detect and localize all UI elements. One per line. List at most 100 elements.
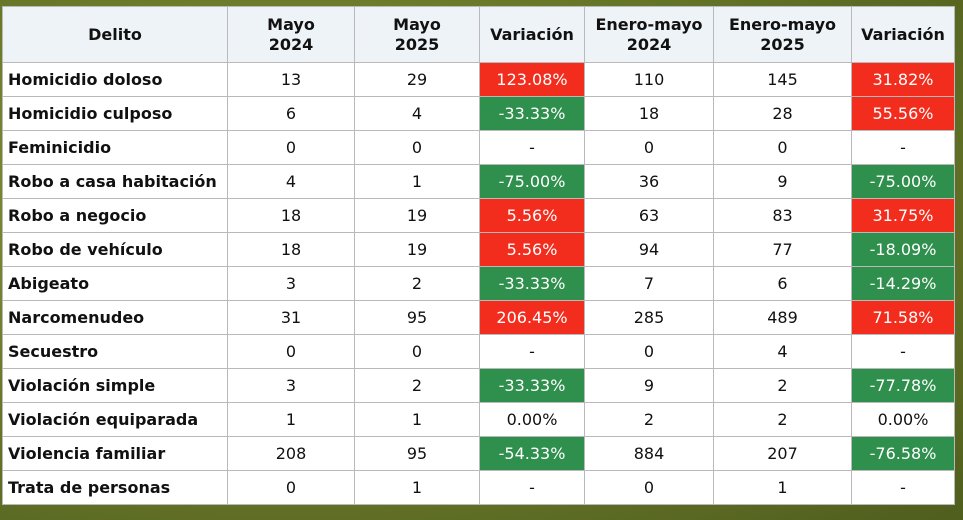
cell-delito: Homicidio doloso — [2, 62, 228, 97]
cell-enero-mayo-2025: 0 — [713, 130, 852, 165]
header-line: Mayo — [393, 14, 441, 34]
header-line: 2024 — [626, 34, 672, 54]
cell-enero-mayo-2024: 36 — [584, 164, 714, 199]
table-row: Robo a negocio 18 19 5.56% 63 83 31.75% — [2, 198, 955, 233]
header-enero-mayo-2024: Enero-mayo 2024 — [584, 6, 714, 63]
cell-mayo-2025: 2 — [354, 266, 480, 301]
cell-mayo-2025: 95 — [354, 300, 480, 335]
cell-variacion-enero-mayo: -76.58% — [851, 436, 955, 471]
table-body: Homicidio doloso 13 29 123.08% 110 145 31.82% H… — [2, 62, 955, 505]
cell-mayo-2025: 1 — [354, 402, 480, 437]
header-line: 2025 — [760, 34, 805, 54]
header-line: 2024 — [268, 34, 314, 54]
header-delito: Delito — [2, 6, 228, 63]
cell-variacion-mayo: - — [479, 470, 585, 505]
cell-enero-mayo-2024: 884 — [584, 436, 714, 471]
cell-mayo-2024: 3 — [227, 368, 355, 403]
cell-delito: Trata de personas — [2, 470, 228, 505]
cell-mayo-2024: 6 — [227, 96, 355, 131]
cell-enero-mayo-2025: 1 — [713, 470, 852, 505]
header-line: Mayo — [267, 14, 315, 34]
table-row: Homicidio doloso 13 29 123.08% 110 145 31.82% — [2, 62, 955, 97]
cell-variacion-mayo: 5.56% — [479, 232, 585, 267]
cell-mayo-2025: 4 — [354, 96, 480, 131]
table-row: Secuestro 0 0-0 4- — [2, 334, 955, 369]
cell-mayo-2024: 31 — [227, 300, 355, 335]
cell-variacion-mayo: - — [479, 334, 585, 369]
cell-delito: Robo de vehículo — [2, 232, 228, 267]
cell-mayo-2024: 3 — [227, 266, 355, 301]
cell-variacion-enero-mayo: -18.09% — [851, 232, 955, 267]
table-row: Robo a casa habitación 4 1 -75.00% 36 9 -75.00… — [2, 164, 955, 199]
cell-mayo-2024: 13 — [227, 62, 355, 97]
header-mayo-2025: Mayo 2025 — [354, 6, 480, 63]
cell-mayo-2025: 19 — [354, 198, 480, 233]
header-line: Enero-mayo — [728, 14, 837, 34]
header-line: Variación — [861, 24, 945, 44]
table-row: Trata de personas 0 1-0 1- — [2, 470, 955, 505]
cell-delito: Homicidio culposo — [2, 96, 228, 131]
cell-variacion-enero-mayo: - — [851, 470, 955, 505]
cell-enero-mayo-2025: 9 — [713, 164, 852, 199]
header-mayo-2024: Mayo 2024 — [227, 6, 355, 63]
table-row: Feminicidio 0 0-0 0- — [2, 130, 955, 165]
cell-delito: Secuestro — [2, 334, 228, 369]
crime-statistics-table: Delito Mayo 2024 Mayo 2025 Variación Ene… — [2, 6, 955, 505]
table-row: Violencia familiar 208 95 -54.33% 884 207 -76.… — [2, 436, 955, 471]
cell-enero-mayo-2024: 0 — [584, 470, 714, 505]
cell-variacion-enero-mayo: 31.82% — [851, 62, 955, 97]
cell-mayo-2025: 29 — [354, 62, 480, 97]
cell-mayo-2025: 2 — [354, 368, 480, 403]
cell-delito: Feminicidio — [2, 130, 228, 165]
cell-variacion-enero-mayo: -77.78% — [851, 368, 955, 403]
cell-mayo-2025: 19 — [354, 232, 480, 267]
cell-mayo-2025: 0 — [354, 334, 480, 369]
header-enero-mayo-2025: Enero-mayo 2025 — [713, 6, 852, 63]
cell-enero-mayo-2025: 28 — [713, 96, 852, 131]
header-variacion-enero-mayo: Variación — [851, 6, 955, 63]
cell-variacion-mayo: -33.33% — [479, 368, 585, 403]
cell-enero-mayo-2025: 77 — [713, 232, 852, 267]
cell-enero-mayo-2025: 207 — [713, 436, 852, 471]
cell-variacion-enero-mayo: 0.00% — [851, 402, 955, 437]
cell-enero-mayo-2024: 7 — [584, 266, 714, 301]
cell-variacion-mayo: 123.08% — [479, 62, 585, 97]
cell-variacion-enero-mayo: - — [851, 334, 955, 369]
cell-mayo-2024: 0 — [227, 334, 355, 369]
cell-variacion-enero-mayo: - — [851, 130, 955, 165]
cell-enero-mayo-2024: 63 — [584, 198, 714, 233]
cell-variacion-mayo: -54.33% — [479, 436, 585, 471]
cell-variacion-enero-mayo: -14.29% — [851, 266, 955, 301]
cell-enero-mayo-2025: 145 — [713, 62, 852, 97]
header-line: Enero-mayo — [595, 14, 703, 34]
cell-enero-mayo-2024: 94 — [584, 232, 714, 267]
table-row: Narcomenudeo 31 95 206.45% 285 489 71.58% — [2, 300, 955, 335]
cell-mayo-2024: 18 — [227, 232, 355, 267]
table-row: Violación equiparada 1 1 0.00% 2 2 0.00% — [2, 402, 955, 437]
cell-enero-mayo-2025: 6 — [713, 266, 852, 301]
cell-variacion-mayo: 0.00% — [479, 402, 585, 437]
cell-variacion-mayo: -33.33% — [479, 96, 585, 131]
header-line: Variación — [490, 24, 574, 44]
cell-delito: Robo a casa habitación — [2, 164, 228, 199]
cell-delito: Narcomenudeo — [2, 300, 228, 335]
cell-enero-mayo-2024: 0 — [584, 334, 714, 369]
cell-delito: Violación equiparada — [2, 402, 228, 437]
cell-mayo-2025: 95 — [354, 436, 480, 471]
cell-mayo-2024: 208 — [227, 436, 355, 471]
cell-variacion-enero-mayo: 55.56% — [851, 96, 955, 131]
cell-mayo-2024: 1 — [227, 402, 355, 437]
cell-enero-mayo-2025: 83 — [713, 198, 852, 233]
cell-variacion-mayo: 5.56% — [479, 198, 585, 233]
cell-mayo-2024: 0 — [227, 470, 355, 505]
cell-variacion-mayo: -75.00% — [479, 164, 585, 199]
cell-enero-mayo-2024: 18 — [584, 96, 714, 131]
header-variacion-mayo: Variación — [479, 6, 585, 63]
cell-enero-mayo-2025: 489 — [713, 300, 852, 335]
table-header-row: Delito Mayo 2024 Mayo 2025 Variación Ene… — [2, 6, 955, 63]
cell-mayo-2025: 1 — [354, 164, 480, 199]
cell-enero-mayo-2024: 110 — [584, 62, 714, 97]
cell-variacion-enero-mayo: 31.75% — [851, 198, 955, 233]
header-line: Delito — [88, 24, 142, 44]
cell-enero-mayo-2025: 4 — [713, 334, 852, 369]
